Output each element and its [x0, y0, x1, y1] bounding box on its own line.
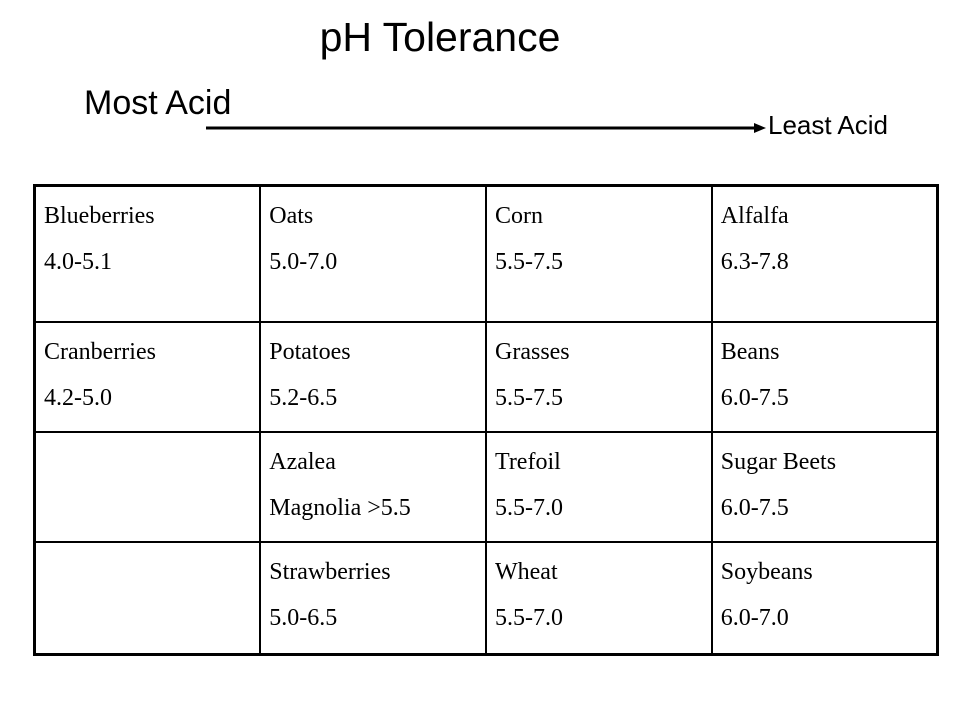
crop-name: Corn: [495, 203, 543, 229]
table-cell: Oats 5.0-7.0: [259, 184, 487, 323]
crop-name: Potatoes: [269, 339, 351, 365]
crop-ph-range: 6.3-7.8: [720, 249, 789, 275]
crop-name: Wheat: [495, 559, 558, 585]
most-acid-label: Most Acid: [84, 84, 232, 122]
crop-ph-range: 5.5-7.5: [495, 385, 563, 411]
crop-ph-range: 4.2-5.0: [44, 385, 112, 411]
crop-name: Soybeans: [720, 559, 813, 585]
table-cell: Soybeans 6.0-7.0: [710, 541, 939, 656]
crop-name: Oats: [269, 203, 314, 229]
table-cell: Grasses 5.5-7.5: [485, 321, 713, 433]
crop-ph-range: 6.0-7.5: [720, 495, 789, 521]
table-cell: Beans 6.0-7.5: [710, 321, 939, 433]
table-cell: Alfalfa 6.3-7.8: [710, 184, 939, 323]
crop-name: Trefoil: [495, 449, 561, 475]
right-arrow-icon: [206, 123, 766, 133]
table-cell: Blueberries 4.0-5.1: [33, 184, 262, 323]
table-row: Strawberries 5.0-6.5 Wheat 5.5-7.0 Soybe…: [33, 541, 939, 656]
table-cell: Strawberries 5.0-6.5: [259, 541, 487, 656]
table-cell-empty: [33, 541, 262, 656]
crop-ph-range: 5.5-7.5: [495, 249, 563, 275]
crop-ph-range: 5.0-7.0: [269, 249, 338, 275]
table-cell: Potatoes 5.2-6.5: [259, 321, 487, 433]
crop-ph-range: 4.0-5.1: [44, 249, 112, 275]
crop-ph-range: 5.2-6.5: [269, 385, 338, 411]
table-cell-empty: [33, 431, 262, 543]
table-cell: Azalea Magnolia >5.5: [259, 431, 487, 543]
table-row: Blueberries 4.0-5.1 Oats 5.0-7.0 Corn 5.…: [33, 184, 939, 323]
crop-ph-range: 5.5-7.0: [495, 495, 563, 521]
table-cell: Sugar Beets 6.0-7.5: [710, 431, 939, 543]
least-acid-label: Least Acid: [768, 110, 888, 140]
crop-name: Grasses: [495, 339, 570, 365]
crop-name: Cranberries: [44, 339, 156, 365]
crop-ph-range: 6.0-7.0: [720, 605, 789, 631]
table-row: Azalea Magnolia >5.5 Trefoil 5.5-7.0 Sug…: [33, 431, 939, 543]
table-row: Cranberries 4.2-5.0 Potatoes 5.2-6.5 Gra…: [33, 321, 939, 433]
crop-name: Blueberries: [44, 203, 155, 229]
table-cell: Cranberries 4.2-5.0: [33, 321, 262, 433]
crop-name: Sugar Beets: [720, 449, 837, 475]
crop-ph-range: 6.0-7.5: [720, 385, 789, 411]
crop-name: Strawberries: [269, 559, 391, 585]
crop-name: Beans: [720, 339, 780, 365]
crop-name: Azalea: [269, 449, 336, 475]
table-cell: Corn 5.5-7.5: [485, 184, 713, 323]
crop-ph-range: 5.5-7.0: [495, 605, 563, 631]
table-cell: Wheat 5.5-7.0: [485, 541, 713, 656]
page-title: pH Tolerance: [319, 14, 561, 60]
crop-ph-range: Magnolia >5.5: [269, 495, 411, 521]
ph-tolerance-table: Blueberries 4.0-5.1 Oats 5.0-7.0 Corn 5.…: [33, 184, 939, 656]
crop-ph-range: 5.0-6.5: [269, 605, 338, 631]
table-cell: Trefoil 5.5-7.0: [485, 431, 713, 543]
crop-name: Alfalfa: [720, 203, 789, 229]
